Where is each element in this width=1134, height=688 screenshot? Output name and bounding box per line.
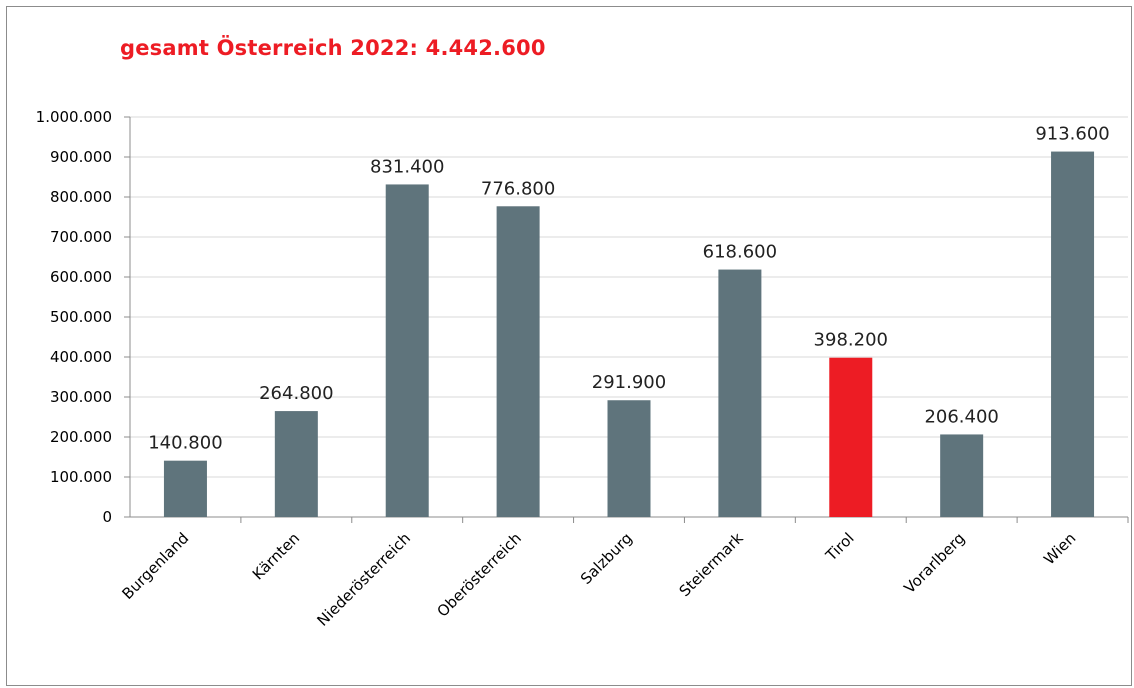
bar: [829, 357, 873, 517]
bar: [718, 269, 762, 517]
y-tick-label: 0: [102, 508, 112, 526]
bar: [385, 184, 429, 517]
data-label: 618.600: [703, 242, 777, 263]
y-tick-label: 200.000: [50, 428, 112, 446]
y-tick-label: 800.000: [50, 188, 112, 206]
x-tick-label: Wien: [1040, 529, 1079, 568]
x-tick-label: Steiermark: [676, 529, 747, 600]
data-label: 776.800: [481, 178, 555, 199]
data-label: 291.900: [592, 372, 666, 393]
y-tick-label: 100.000: [50, 468, 112, 486]
bar: [607, 400, 651, 517]
bar: [163, 460, 207, 517]
bar: [1051, 151, 1095, 517]
data-label: 140.800: [148, 433, 222, 454]
x-tick-label: Vorarlberg: [901, 529, 969, 597]
y-tick-label: 900.000: [50, 148, 112, 166]
x-tick-label: Niederösterreich: [313, 529, 414, 630]
bar: [940, 434, 984, 517]
y-tick-label: 300.000: [50, 388, 112, 406]
x-tick-label: Kärnten: [249, 529, 303, 583]
x-tick-label: Tirol: [821, 529, 857, 565]
y-tick-label: 1.000.000: [36, 108, 112, 126]
bar: [496, 206, 540, 517]
y-tick-label: 700.000: [50, 228, 112, 246]
data-label: 831.400: [370, 156, 444, 177]
data-label: 206.400: [924, 406, 998, 427]
y-tick-label: 400.000: [50, 348, 112, 366]
y-tick-label: 600.000: [50, 268, 112, 286]
y-tick-label: 500.000: [50, 308, 112, 326]
data-label: 398.200: [814, 330, 888, 351]
chart-title: gesamt Österreich 2022: 4.442.600: [120, 36, 546, 60]
chart-frame: [6, 6, 1132, 686]
data-label: 264.800: [259, 383, 333, 404]
data-label: 913.600: [1035, 124, 1109, 145]
x-tick-label: Oberösterreich: [433, 529, 524, 620]
bar: [274, 411, 318, 517]
x-tick-label: Burgenland: [118, 529, 192, 603]
x-tick-label: Salzburg: [577, 529, 636, 588]
